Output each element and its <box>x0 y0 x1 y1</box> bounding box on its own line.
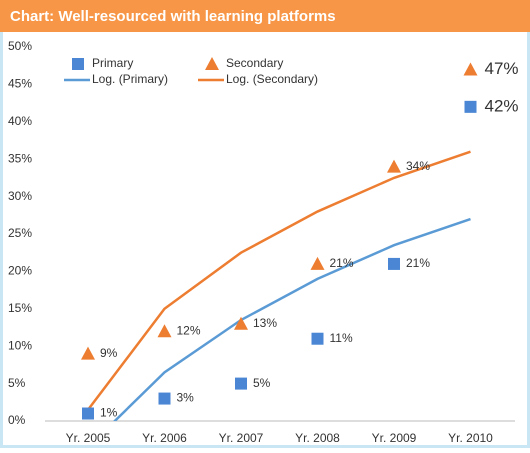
legend-label: Log. (Secondary) <box>226 72 318 86</box>
data-label: 21% <box>330 256 354 270</box>
y-tick-label: 0% <box>8 413 26 427</box>
y-tick-label: 45% <box>8 77 32 91</box>
point <box>310 256 325 270</box>
data-label: 21% <box>406 256 430 270</box>
legend-label: Primary <box>92 56 133 70</box>
background <box>3 3 527 445</box>
legend-label: Secondary <box>226 56 283 70</box>
data-label: 3% <box>177 391 195 405</box>
x-tick-label: Yr. 2009 <box>372 431 417 445</box>
data-label: 12% <box>177 323 201 337</box>
data-label: 47% <box>485 59 519 78</box>
y-tick-label: 5% <box>8 376 26 390</box>
y-tick-label: 15% <box>8 301 32 315</box>
x-tick-label: Yr. 2006 <box>142 431 187 445</box>
trendline <box>87 150 471 411</box>
x-tick-label: Yr. 2010 <box>448 431 493 445</box>
data-label: 11% <box>330 331 353 345</box>
data-label: 42% <box>485 96 519 115</box>
data-label: 13% <box>253 316 277 330</box>
legend-label: Log. (Primary) <box>92 72 168 86</box>
point <box>81 346 95 360</box>
y-tick-label: 40% <box>8 114 32 128</box>
point <box>234 316 248 330</box>
y-tick-label: 10% <box>8 338 32 352</box>
point <box>463 62 478 76</box>
data-label: 9% <box>100 346 118 360</box>
data-label: 34% <box>406 159 430 173</box>
data-label: 1% <box>100 406 118 420</box>
trendline <box>112 217 471 421</box>
point <box>387 159 401 173</box>
y-tick-label: 50% <box>8 39 32 53</box>
point <box>157 324 172 338</box>
point <box>82 407 94 420</box>
y-tick-label: 25% <box>8 226 32 240</box>
point <box>464 100 477 113</box>
x-tick-label: Yr. 2005 <box>66 431 111 445</box>
x-tick-label: Yr. 2007 <box>219 431 264 445</box>
data-label: 5% <box>253 376 271 390</box>
legend-marker <box>72 58 84 70</box>
x-tick-label: Yr. 2008 <box>295 431 340 445</box>
y-tick-label: 20% <box>8 264 32 278</box>
point <box>158 392 171 405</box>
y-tick-label: 35% <box>8 151 32 165</box>
point <box>388 257 400 270</box>
point <box>311 332 324 345</box>
y-tick-label: 30% <box>8 189 32 203</box>
point <box>235 377 247 390</box>
header <box>0 0 530 32</box>
legend-marker <box>205 57 219 70</box>
chart-title: Chart: Well-resourced with learning plat… <box>10 8 336 25</box>
